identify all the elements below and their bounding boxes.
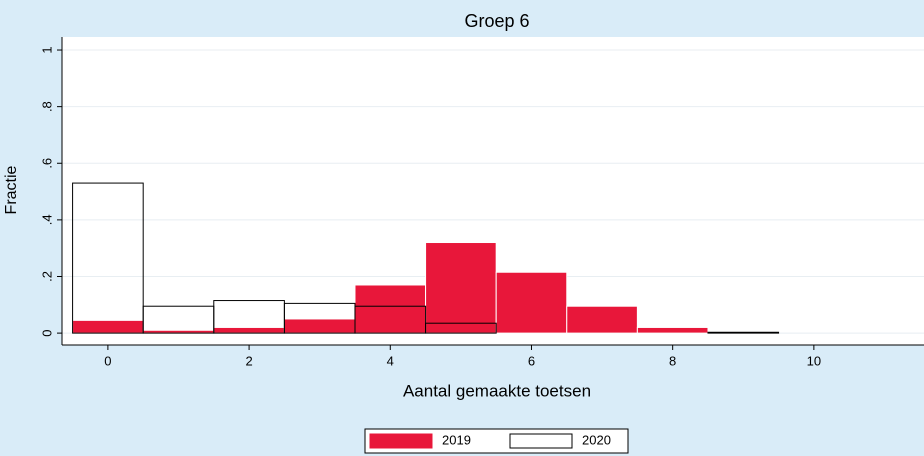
legend-swatch [509, 433, 573, 449]
histogram-bar [283, 318, 356, 334]
legend-swatch [369, 433, 433, 449]
histogram-bar [566, 305, 638, 334]
y-tick-label: .2 [39, 271, 54, 282]
histogram-bar [425, 242, 497, 334]
legend-label: 2019 [442, 432, 471, 447]
y-tick-label: 0 [39, 329, 54, 336]
x-tick-label: 8 [669, 353, 676, 368]
y-axis-label: Fractie [3, 165, 20, 214]
histogram-bar [707, 331, 780, 334]
histogram-bar [354, 284, 427, 334]
histogram-bar [72, 319, 144, 334]
histogram-bar [354, 305, 427, 334]
histogram-bar [213, 326, 285, 334]
x-tick-label: 0 [104, 353, 111, 368]
x-tick-label: 4 [387, 353, 394, 368]
y-tick-label: 1 [39, 46, 54, 53]
histogram-bar [636, 326, 709, 334]
chart-title: Groep 6 [464, 11, 529, 31]
histogram-bar [425, 322, 497, 334]
histogram-bar [495, 271, 568, 334]
y-tick-label: .8 [39, 101, 54, 112]
y-tick-label: .6 [39, 158, 54, 169]
histogram-bar [72, 182, 144, 334]
x-axis-label: Aantal gemaakte toetsen [403, 381, 591, 400]
x-tick-label: 10 [807, 353, 821, 368]
y-tick-label: .4 [39, 214, 54, 225]
x-tick-label: 2 [245, 353, 252, 368]
legend-label: 2020 [582, 432, 611, 447]
x-tick-label: 6 [528, 353, 535, 368]
